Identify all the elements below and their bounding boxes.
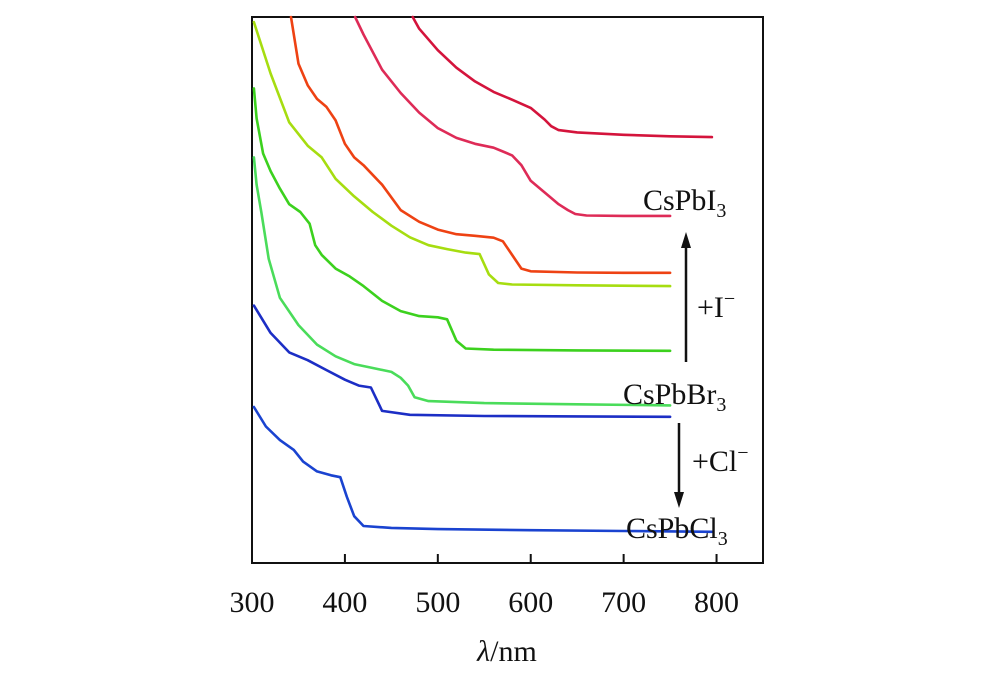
series-line-6 [252,156,672,407]
x-tick-label: 400 [322,586,367,619]
series-line-8 [252,405,714,534]
series-line-2 [353,15,672,218]
label-cspbbr3: CsPbBr3 [623,378,726,416]
plot-frame [251,16,764,564]
series-line-1 [411,15,714,139]
annotation-plus-chloride: +Cl− [692,442,749,478]
x-ticks: 300 400 500 600 700 800 [230,554,739,619]
annotation-plus-iodide: +I− [697,288,735,324]
x-tick-label: 800 [694,586,739,619]
series-line-4 [252,20,672,288]
x-tick-label: 600 [508,586,553,619]
arrow-down-chloride [674,423,684,508]
x-tick-label: 700 [601,586,646,619]
series-line-7 [252,304,672,419]
x-axis-title: λ/nm [476,635,537,668]
label-cspbi3: CsPbI3 [643,184,726,222]
series-line-5 [252,87,672,353]
spectra-curves [252,15,714,534]
x-tick-label: 500 [415,586,460,619]
label-cspbcl3: CsPbCl3 [626,512,728,550]
arrow-up-iodide [681,232,691,362]
series-line-3 [289,15,672,275]
x-tick-label: 300 [230,586,275,619]
